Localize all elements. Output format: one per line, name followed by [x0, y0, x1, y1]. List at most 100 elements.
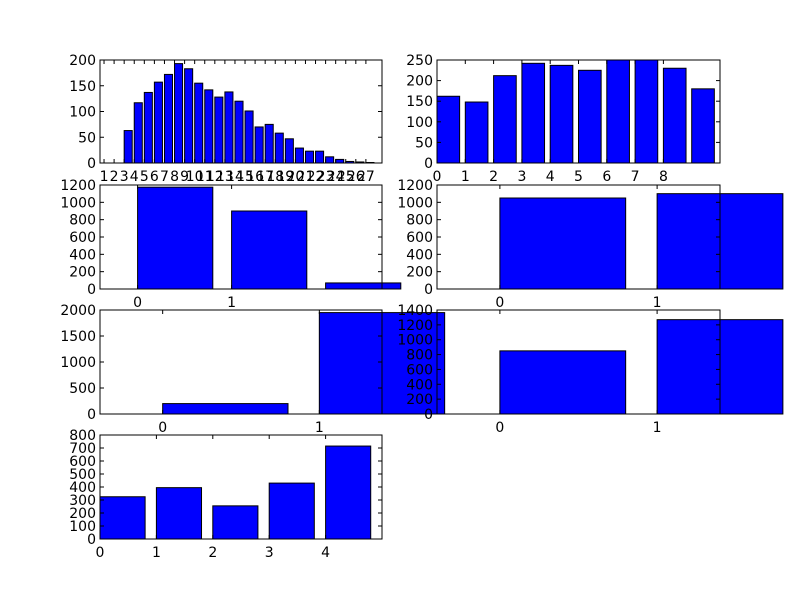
x-tick-label: 0: [96, 545, 105, 561]
y-tick-label: 0: [424, 156, 433, 172]
y-tick-label: 800: [69, 428, 96, 444]
x-tick-label: 8: [659, 169, 668, 185]
x-tick-label: 1: [315, 420, 324, 436]
x-tick-label: 7: [160, 169, 169, 185]
y-tick-label: 2000: [60, 303, 96, 319]
bar: [662, 67, 687, 164]
x-tick-label: 20: [286, 169, 304, 185]
x-tick-label: 24: [327, 169, 345, 185]
y-tick-label: 200: [406, 74, 433, 90]
y-axis: 0 50 100 150 200 250: [406, 53, 720, 172]
x-tick-label: 26: [347, 169, 365, 185]
x-tick-label: 27: [357, 169, 375, 185]
x-axis: 0 1 2 3 4 5 6 7 8: [433, 60, 668, 185]
bars: [436, 59, 715, 164]
y-tick-label: 600: [406, 230, 433, 246]
bar: [436, 95, 461, 164]
bar: [493, 75, 517, 164]
y-tick-label: 300: [69, 493, 96, 509]
x-tick-label: 1: [100, 169, 109, 185]
y-axis: 0 50 100 150 200: [69, 53, 382, 172]
y-tick-label: 600: [69, 230, 96, 246]
bar: [294, 147, 304, 164]
y-tick-label: 1400: [397, 303, 433, 319]
x-tick-label: 1: [461, 169, 470, 185]
bar: [578, 69, 602, 164]
y-tick-label: 150: [406, 94, 433, 110]
x-tick-label: 10: [186, 169, 204, 185]
x-tick-label: 14: [226, 169, 244, 185]
y-tick-label: 1000: [397, 195, 433, 211]
bar: [143, 91, 153, 164]
x-tick-label: 4: [321, 545, 330, 561]
y-tick-label: 0: [424, 407, 433, 423]
y-tick-label: 0: [87, 282, 96, 298]
x-tick-label: 16: [246, 169, 264, 185]
x-tick-label: 22: [307, 169, 325, 185]
x-tick-label: 6: [150, 169, 159, 185]
y-tick-label: 400: [69, 247, 96, 263]
bar: [691, 88, 715, 164]
x-tick-label: 6: [602, 169, 611, 185]
y-tick-label: 800: [69, 213, 96, 229]
x-tick-label: 2: [208, 545, 217, 561]
x-tick-label: 19: [276, 169, 294, 185]
y-tick-label: 0: [424, 282, 433, 298]
y-tick-label: 400: [406, 377, 433, 393]
y-tick-label: 1500: [60, 329, 96, 345]
y-tick-label: 250: [406, 53, 433, 69]
bars: [499, 193, 784, 290]
y-tick-label: 0: [87, 532, 96, 548]
x-tick-label: 5: [140, 169, 149, 185]
x-tick-label: 7: [631, 169, 640, 185]
y-tick-label: 200: [69, 53, 96, 69]
bars: [137, 186, 402, 290]
bar: [264, 123, 274, 164]
y-tick-label: 100: [406, 115, 433, 131]
y-tick-label: 200: [69, 265, 96, 281]
x-tick-label: 21: [297, 169, 315, 185]
bar: [224, 91, 234, 164]
y-tick-label: 700: [69, 441, 96, 457]
y-tick-label: 1200: [397, 318, 433, 334]
x-tick-label: 15: [236, 169, 254, 185]
x-tick-label: 1: [653, 420, 662, 436]
y-tick-label: 600: [69, 454, 96, 470]
y-tick-label: 800: [406, 348, 433, 364]
x-tick-label: 3: [517, 169, 526, 185]
axes-frame: [436, 309, 721, 415]
x-tick-label: 9: [180, 169, 189, 185]
bar: [212, 505, 259, 540]
x-tick-label: 23: [317, 169, 335, 185]
y-tick-label: 0: [87, 407, 96, 423]
y-tick-label: 1200: [397, 178, 433, 194]
bar: [499, 350, 627, 415]
y-tick-label: 400: [406, 247, 433, 263]
y-tick-label: 0: [87, 156, 96, 172]
y-tick-label: 500: [69, 381, 96, 397]
x-axis: 1 2 3 4 5 6 7 8 91011121314151617181920212223242…: [100, 60, 375, 185]
bar: [325, 156, 335, 164]
bar: [234, 100, 244, 164]
x-tick-label: 1: [653, 295, 662, 311]
subplot-5: 0 500 1000 1500 2000 0 1: [60, 303, 446, 436]
y-axis: 0 500 1000 1500 2000: [60, 303, 382, 423]
y-tick-label: 50: [78, 130, 96, 146]
y-tick-label: 1000: [60, 195, 96, 211]
bar: [268, 482, 315, 540]
bar: [244, 110, 254, 164]
bar: [325, 282, 402, 290]
bar: [133, 102, 143, 164]
bar: [153, 81, 163, 164]
x-tick-label: 0: [158, 420, 167, 436]
x-tick-label: 1: [227, 295, 236, 311]
y-tick-label: 1000: [60, 355, 96, 371]
